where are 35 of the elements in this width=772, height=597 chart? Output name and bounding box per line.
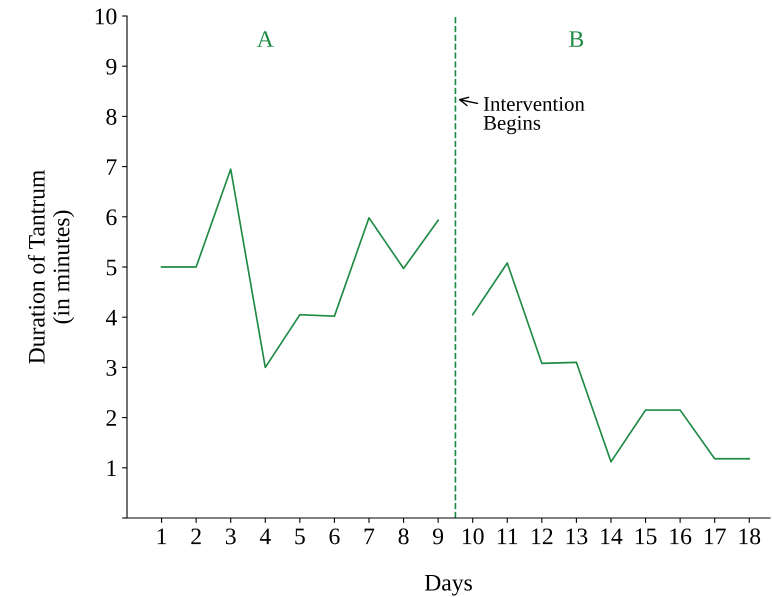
x-axis-title: Days (424, 574, 472, 596)
annotation: A (256, 31, 274, 47)
line-series (160, 168, 439, 368)
x-tick-label: 10 (462, 528, 484, 544)
y-tick-label: 9 (106, 58, 116, 75)
x-tick-label: 2 (191, 528, 201, 544)
x-tick-label: 16 (670, 528, 692, 544)
y-tick-label: 3 (106, 360, 116, 376)
x-tick-label: 18 (740, 528, 760, 544)
y-tick-label: 8 (106, 108, 116, 125)
x-tick-label: 14 (601, 528, 622, 544)
y-tick-label: 10 (96, 8, 116, 24)
x-tick-label: 4 (260, 528, 271, 544)
x-tick-label: 8 (398, 528, 409, 544)
x-tick-label: 6 (330, 528, 340, 544)
y-tick-label: 6 (106, 209, 117, 226)
y-tick-label: 1 (108, 460, 116, 476)
annotation: Intervention Begins (484, 96, 585, 134)
line-series (472, 262, 750, 463)
y-axis-title: Duration of Tantrum (in minutes) (28, 170, 74, 364)
x-tick-label: 9 (432, 528, 444, 544)
x-tick-label: 15 (636, 528, 656, 544)
x-tick-label: 11 (498, 528, 518, 544)
x-tick-label: 7 (364, 528, 374, 544)
annotation: B (569, 31, 584, 47)
y-tick-label: 5 (106, 260, 116, 276)
x-tick-label: 5 (295, 528, 305, 544)
y-tick-label: 7 (107, 159, 117, 175)
x-tick-label: 1 (158, 528, 166, 544)
x-tick-label: 17 (704, 528, 726, 544)
x-tick-label: 13 (566, 528, 588, 544)
x-tick-label: 3 (226, 528, 236, 544)
x-tick-label: 12 (532, 528, 552, 544)
y-tick-label: 4 (106, 310, 117, 326)
y-tick-label: 2 (106, 410, 116, 426)
